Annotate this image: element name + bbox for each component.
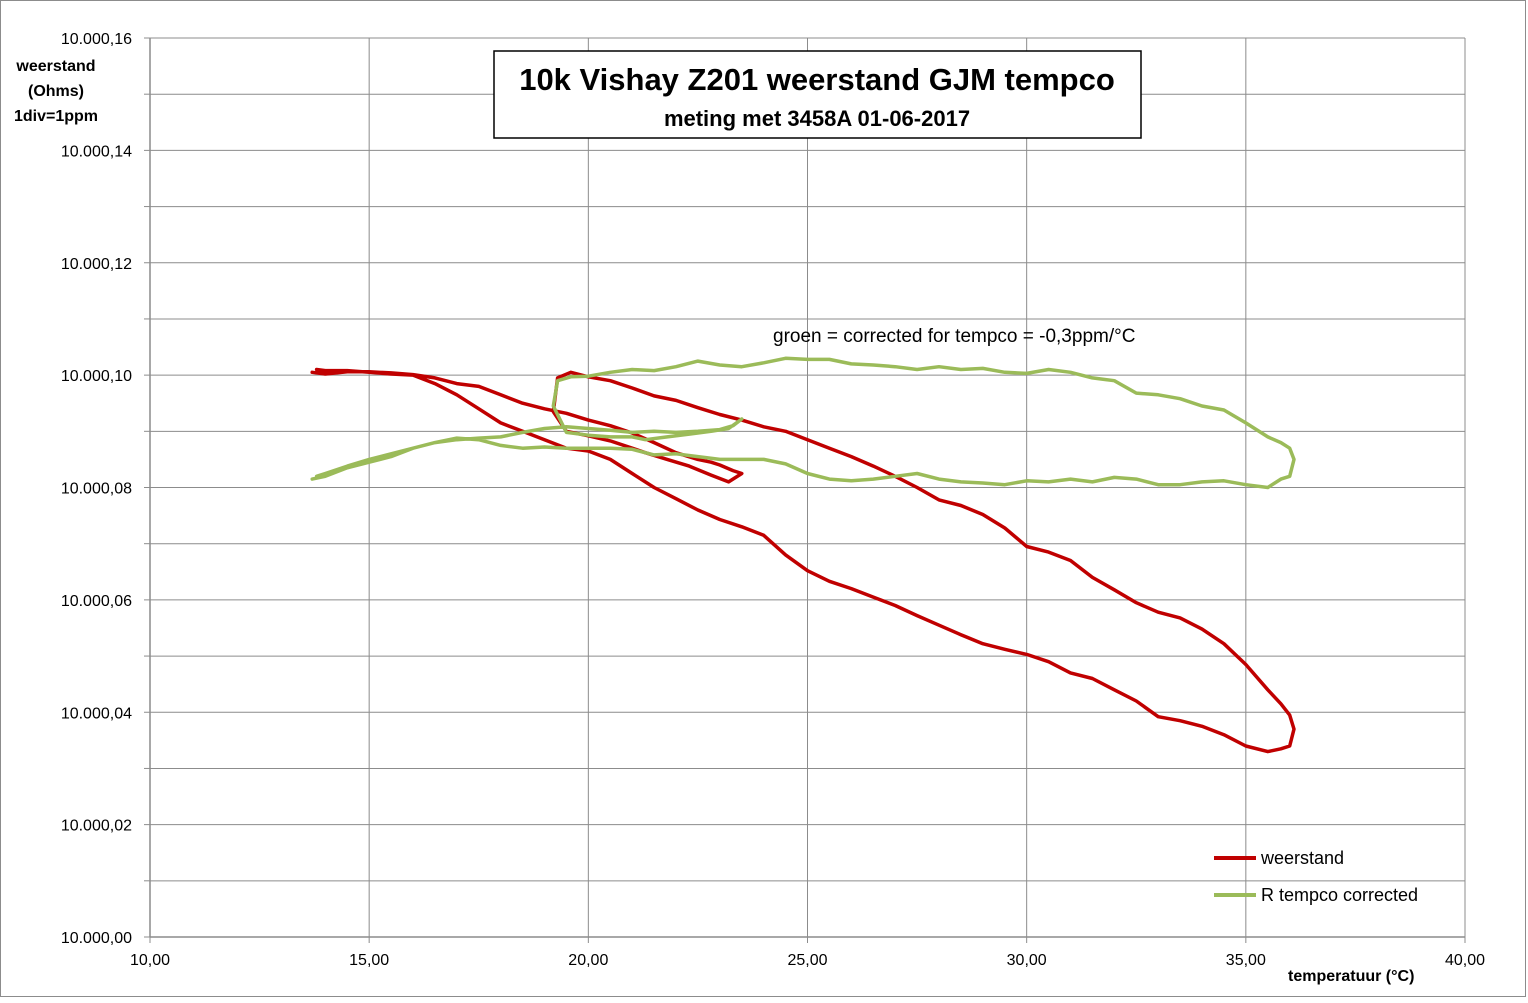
series-line-r-tempco-corrected bbox=[310, 356, 1296, 490]
chart-title: 10k Vishay Z201 weerstand GJM tempco bbox=[519, 62, 1115, 97]
chart-annotation: groen = corrected for tempco = -0,3ppm/°… bbox=[773, 326, 1135, 347]
chart-subtitle: meting met 3458A 01-06-2017 bbox=[664, 106, 970, 131]
series-lines bbox=[310, 356, 1296, 754]
axes bbox=[144, 37, 1466, 943]
y-axis-label-line-3: 1div=1ppm bbox=[14, 108, 98, 125]
series-line-weerstand bbox=[310, 367, 1296, 754]
x-tick-label: 40,00 bbox=[1445, 952, 1485, 969]
x-tick-label: 30,00 bbox=[1007, 952, 1047, 969]
x-tick-label: 25,00 bbox=[787, 952, 827, 969]
y-tick-label: 10.000,12 bbox=[61, 256, 132, 273]
y-tick-label: 10.000,14 bbox=[61, 143, 132, 160]
x-tick-label: 15,00 bbox=[349, 952, 389, 969]
y-axis-title: weerstand (Ohms) 1div=1ppm bbox=[14, 58, 98, 125]
x-tick-label: 35,00 bbox=[1226, 952, 1266, 969]
title-box: 10k Vishay Z201 weerstand GJM tempco met… bbox=[493, 50, 1142, 139]
y-tick-label: 10.000,10 bbox=[61, 368, 132, 385]
legend: weerstand R tempco corrected bbox=[1214, 848, 1418, 905]
legend-label-weerstand: weerstand bbox=[1260, 848, 1344, 868]
y-tick-label: 10.000,16 bbox=[61, 31, 132, 48]
grid-lines bbox=[150, 37, 1466, 937]
y-tick-label: 10.000,08 bbox=[61, 481, 132, 498]
y-axis-label-line-2: (Ohms) bbox=[28, 83, 84, 100]
y-tick-label: 10.000,06 bbox=[61, 593, 132, 610]
y-axis-label-line-1: weerstand bbox=[15, 58, 95, 75]
y-tick-label: 10.000,00 bbox=[61, 930, 132, 947]
tick-labels: 10.000,00 10.000,02 10.000,04 10.000,06 10.0… bbox=[61, 31, 1485, 969]
x-tick-label: 10,00 bbox=[130, 952, 170, 969]
x-tick-label: 20,00 bbox=[568, 952, 608, 969]
y-tick-label: 10.000,04 bbox=[61, 705, 132, 722]
legend-label-r-tempco-corrected: R tempco corrected bbox=[1261, 885, 1418, 905]
title-box-frame bbox=[493, 50, 1142, 139]
x-axis-label: temperatuur (°C) bbox=[1288, 968, 1414, 985]
y-tick-label: 10.000,02 bbox=[61, 818, 132, 835]
